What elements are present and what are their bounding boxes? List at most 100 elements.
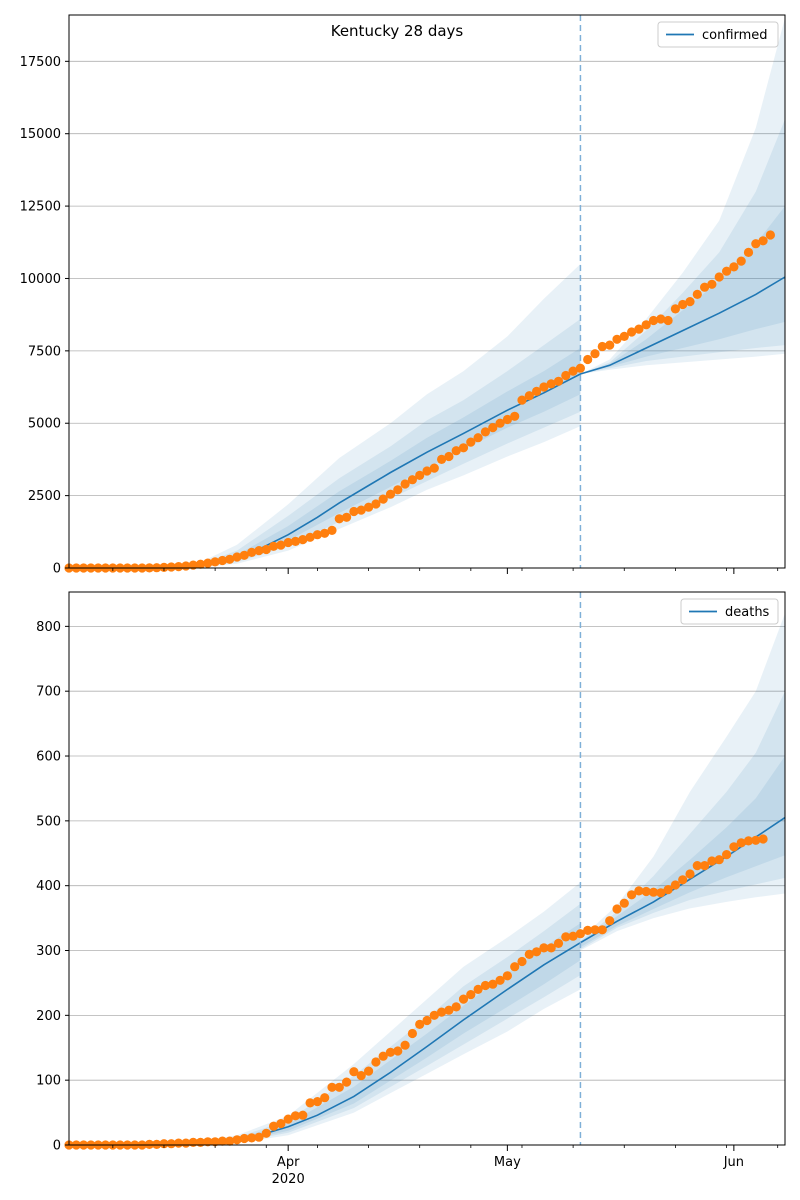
- confirmed-observed-point: [444, 451, 454, 462]
- confirmed-observed-point: [561, 370, 571, 381]
- deaths-observed-point: [458, 994, 469, 1004]
- confirmed-observed-point: [656, 314, 666, 324]
- deaths-observed-point: [349, 1067, 359, 1077]
- deaths-observed-point: [641, 886, 651, 897]
- deaths-ytick-label: 200: [36, 1009, 61, 1024]
- deaths-observed-point: [371, 1057, 381, 1067]
- deaths-observed-point: [517, 956, 527, 967]
- deaths-ytick-label: 0: [53, 1139, 61, 1154]
- confirmed-observed-point: [312, 530, 322, 540]
- confirmed-observed-point: [736, 256, 746, 266]
- deaths-observed-point: [290, 1111, 301, 1121]
- confirmed-observed-point: [590, 349, 600, 359]
- confirmed-ytick-label: 0: [53, 562, 61, 577]
- confirmed-observed-point: [342, 512, 352, 522]
- deaths-observed-point: [444, 1005, 454, 1015]
- deaths-ytick-label: 600: [36, 750, 61, 765]
- deaths-observed-point: [502, 971, 512, 981]
- confirmed-observed-point: [692, 289, 702, 299]
- deaths-observed-point: [217, 1136, 227, 1146]
- deaths-observed-point: [429, 1010, 439, 1020]
- deaths-observed-point: [568, 931, 578, 941]
- deaths-legend-label: deaths: [725, 605, 770, 620]
- deaths-observed-point: [488, 979, 498, 989]
- confirmed-observed-point: [247, 547, 257, 558]
- deaths-observed-point: [254, 1132, 264, 1142]
- confirmed-observed-point: [553, 376, 564, 386]
- deaths-observed-point: [656, 888, 666, 898]
- confirmed-observed-point: [765, 230, 776, 240]
- xtick-label: Apr: [277, 1155, 300, 1170]
- deaths-observed-point: [393, 1046, 403, 1056]
- deaths-observed-point: [648, 887, 659, 897]
- confirmed-observed-point: [371, 499, 381, 509]
- deaths-band-middle: [69, 691, 785, 1145]
- confirmed-observed-point: [334, 514, 344, 524]
- deaths-ytick-label: 500: [36, 814, 61, 829]
- deaths-ytick-label: 300: [36, 944, 61, 959]
- confirmed-observed-point: [327, 525, 337, 536]
- deaths-observed-point: [495, 975, 505, 985]
- deaths-observed-point: [261, 1128, 271, 1138]
- deaths-band-outer: [69, 613, 785, 1145]
- confirmed-observed-point: [619, 331, 629, 341]
- deaths-observed-point: [707, 856, 717, 866]
- xtick-label: May: [494, 1155, 521, 1170]
- deaths-observed-point: [532, 947, 542, 957]
- confirmed-observed-point: [364, 502, 374, 512]
- deaths-observed-point: [758, 834, 768, 844]
- deaths-observed-point: [298, 1110, 308, 1120]
- confirmed-observed-point: [356, 505, 366, 515]
- confirmed-observed-point: [722, 266, 732, 276]
- confirmed-observed-point: [648, 315, 659, 326]
- deaths-observed-point: [437, 1007, 447, 1017]
- confirmed-observed-point: [188, 560, 198, 570]
- confirmed-observed-point: [437, 454, 447, 464]
- deaths-observed-point: [714, 855, 724, 865]
- x-axis-labels: Apr 2020 May Jun: [272, 1155, 744, 1187]
- confirmed-observed-point: [751, 239, 761, 249]
- confirmed-observed-point: [502, 414, 512, 425]
- deaths-observed-point: [466, 990, 476, 1000]
- confirmed-observed-point: [195, 559, 206, 569]
- confirmed-observed-point: [305, 532, 315, 542]
- deaths-observed-point: [451, 1002, 461, 1012]
- confirmed-ytick-label: 7500: [28, 344, 61, 359]
- deaths-observed-point: [670, 880, 681, 890]
- confirmed-observed-point: [678, 299, 688, 310]
- confirmed-observed-point: [407, 475, 417, 485]
- deaths-observed-point: [553, 938, 564, 949]
- confirmed-observed-point: [480, 427, 490, 437]
- deaths-observed-point: [597, 925, 607, 935]
- deaths-observed-point: [736, 838, 746, 848]
- confirmed-observed-point: [714, 272, 724, 282]
- deaths-observed-point: [276, 1119, 286, 1129]
- deaths-observed-point: [612, 904, 622, 914]
- deaths-observed-point: [590, 925, 600, 935]
- confirmed-observed-point: [627, 327, 637, 337]
- deaths-ytick-label: 800: [36, 620, 61, 635]
- deaths-observed-point: [546, 943, 556, 953]
- confirmed-observed-point: [269, 541, 279, 551]
- confirmed-observed-point: [283, 537, 293, 548]
- confirmed-observed-point: [385, 489, 396, 499]
- confirmed-observed-point: [415, 470, 425, 480]
- deaths-observed-point: [159, 1139, 169, 1149]
- confirmed-observed-point: [422, 466, 432, 476]
- confirmed-observed-point: [546, 379, 556, 389]
- confirmed-ytick-label: 10000: [20, 272, 61, 287]
- confirmed-observed-point: [488, 423, 498, 433]
- deaths-observed-point: [203, 1137, 213, 1147]
- confirmed-observed-point: [510, 411, 520, 421]
- confirmed-observed-point: [729, 262, 739, 272]
- confirmed-observed-point: [276, 540, 286, 550]
- confirmed-observed-point: [458, 443, 469, 453]
- confirmed-observed-point: [232, 552, 242, 562]
- confirmed-observed-point: [700, 282, 710, 292]
- confirmed-observed-point: [298, 535, 308, 545]
- deaths-observed-point: [378, 1051, 388, 1061]
- deaths-observed-point: [422, 1015, 432, 1026]
- deaths-observed-point: [364, 1066, 374, 1076]
- confirmed-observed-point: [707, 279, 717, 289]
